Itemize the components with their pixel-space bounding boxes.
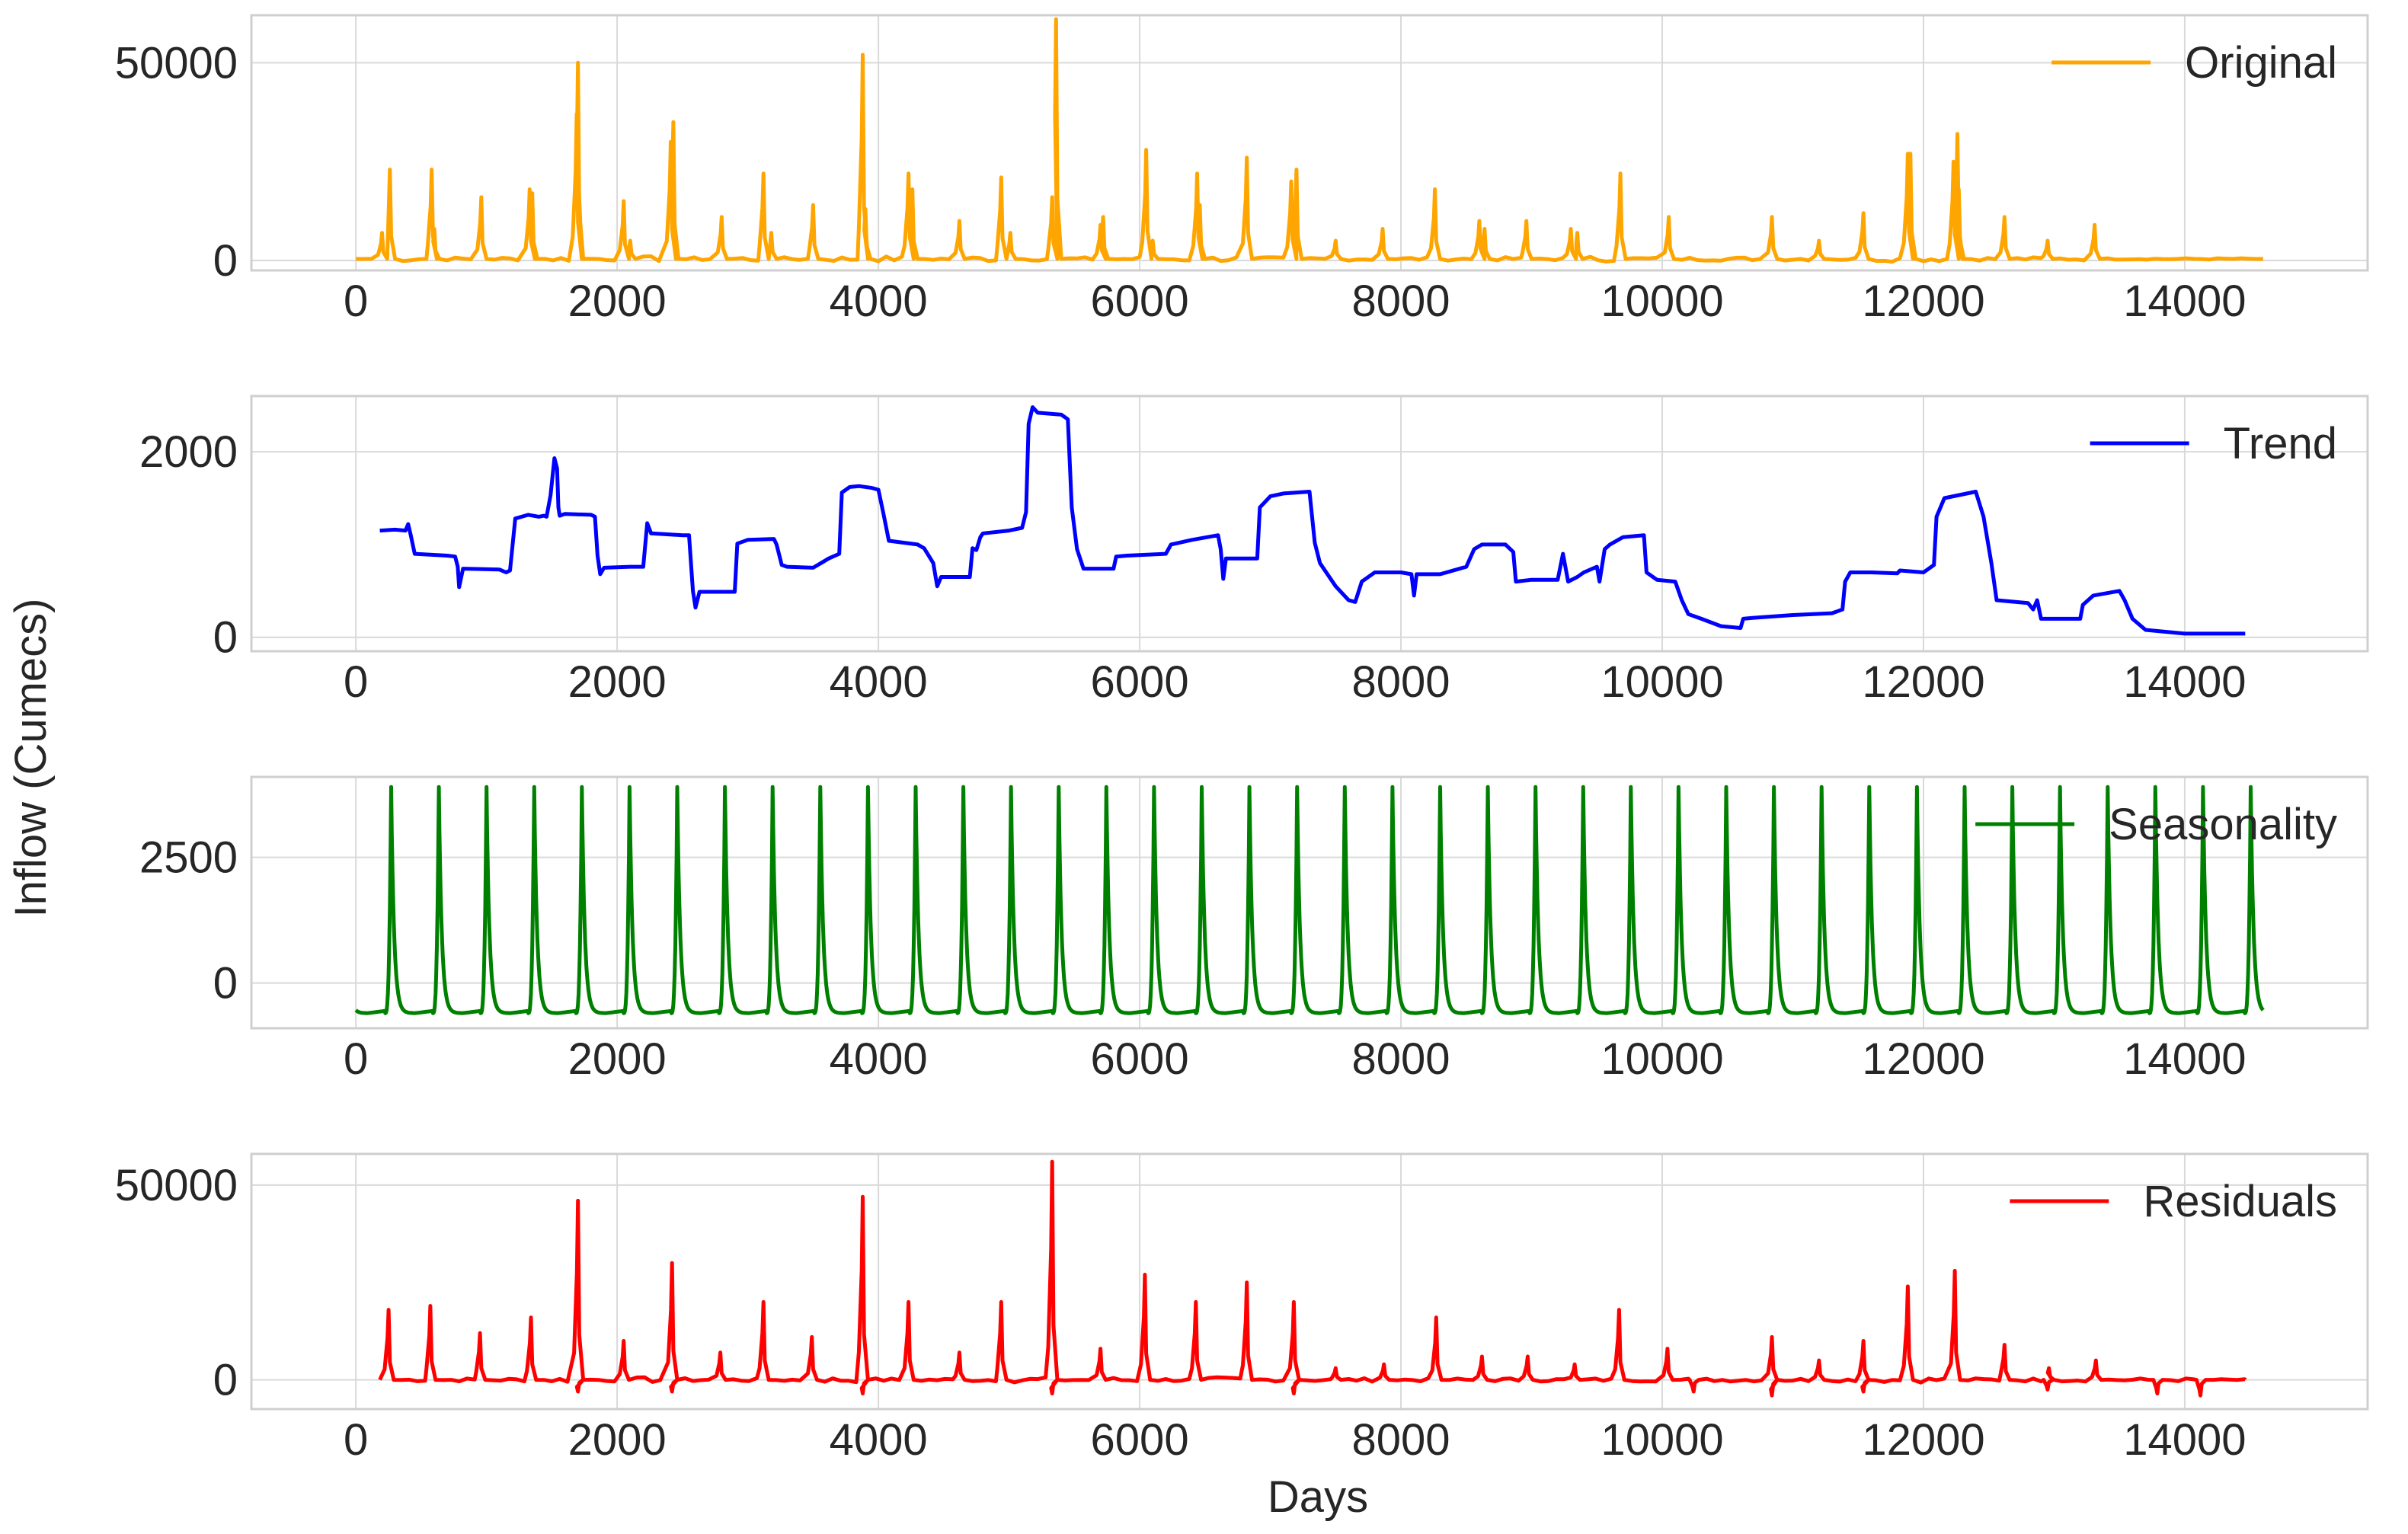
trend-y-tick-label: 2000 <box>139 427 238 477</box>
residuals-subplot: 0 2000 4000 6000 8000 10000 12000 14000 0 50000 Re… <box>115 1152 2369 1465</box>
residuals-x-tick-label: 2000 <box>568 1415 667 1465</box>
original-x-tick-label: 8000 <box>1352 276 1450 326</box>
trend-axes-frame <box>250 395 2369 653</box>
subplots: 0 2000 4000 6000 8000 10000 12000 14000 0 50000 Or… <box>115 14 2369 1522</box>
trend-x-tick-label: 12000 <box>1862 657 1984 707</box>
seasonality-y-tick-label: 2500 <box>139 833 238 883</box>
residuals-x-tick-label: 14000 <box>2123 1415 2246 1465</box>
residuals-axes-frame <box>250 1152 2369 1411</box>
x-axis-label: Days <box>1268 1472 1368 1522</box>
residuals-x-tick-label: 10000 <box>1601 1415 1723 1465</box>
trend-x-tick-label: 4000 <box>830 657 928 707</box>
original-y-tick-label: 50000 <box>115 38 238 88</box>
original-x-tick-label: 2000 <box>568 276 667 326</box>
residuals-legend-label: Residuals <box>2143 1177 2337 1226</box>
original-legend-label: Original <box>2185 38 2337 88</box>
residuals-x-tick-label: 6000 <box>1091 1415 1189 1465</box>
residuals-x-tick-label: 8000 <box>1352 1415 1450 1465</box>
seasonality-axes-frame <box>250 775 2369 1030</box>
residuals-x-tick-label: 4000 <box>830 1415 928 1465</box>
original-x-tick-label: 6000 <box>1091 276 1189 326</box>
y-axis-label: Inflow (Cumecs) <box>6 599 56 918</box>
trend-x-tick-label: 2000 <box>568 657 667 707</box>
seasonality-x-tick-label: 8000 <box>1352 1034 1450 1084</box>
residuals-x-tick-label: 0 <box>344 1415 368 1465</box>
trend-x-tick-label: 6000 <box>1091 657 1189 707</box>
seasonality-subplot: 0 2000 4000 6000 8000 10000 12000 14000 0 2500 Sea… <box>139 775 2369 1084</box>
original-y-tick-label: 0 <box>213 236 238 286</box>
original-x-tick-label: 0 <box>344 276 368 326</box>
original-axes-frame <box>250 14 2369 272</box>
original-x-tick-label: 4000 <box>830 276 928 326</box>
trend-series-line <box>379 405 2246 636</box>
original-x-tick-label: 10000 <box>1601 276 1723 326</box>
trend-x-tick-label: 14000 <box>2123 657 2246 707</box>
seasonality-x-tick-label: 12000 <box>1862 1034 1984 1084</box>
seasonality-y-tick-label: 0 <box>213 959 238 1008</box>
original-series-line <box>356 17 2263 264</box>
original-x-tick-label: 14000 <box>2123 276 2246 326</box>
trend-legend-label: Trend <box>2224 419 2337 468</box>
seasonality-x-tick-label: 2000 <box>568 1034 667 1084</box>
original-x-tick-label: 12000 <box>1862 276 1984 326</box>
residuals-series-line <box>378 1159 2247 1398</box>
seasonality-x-tick-label: 14000 <box>2123 1034 2246 1084</box>
trend-subplot: 0 2000 4000 6000 8000 10000 12000 14000 0 2000 Tre… <box>139 395 2369 707</box>
trend-x-tick-label: 10000 <box>1601 657 1723 707</box>
residuals-y-tick-label: 50000 <box>115 1161 238 1210</box>
seasonality-legend-label: Seasonality <box>2109 800 2337 849</box>
seasonality-series-line <box>354 785 2265 1015</box>
trend-x-tick-label: 0 <box>344 657 368 707</box>
seasonality-x-tick-label: 4000 <box>830 1034 928 1084</box>
trend-y-tick-label: 0 <box>213 613 238 663</box>
seasonality-x-tick-label: 0 <box>344 1034 368 1084</box>
trend-x-tick-label: 8000 <box>1352 657 1450 707</box>
original-subplot: 0 2000 4000 6000 8000 10000 12000 14000 0 50000 Or… <box>115 14 2369 326</box>
residuals-x-tick-label: 12000 <box>1862 1415 1984 1465</box>
residuals-y-tick-label: 0 <box>213 1356 238 1405</box>
seasonality-x-tick-label: 6000 <box>1091 1034 1189 1084</box>
seasonality-x-tick-label: 10000 <box>1601 1034 1723 1084</box>
